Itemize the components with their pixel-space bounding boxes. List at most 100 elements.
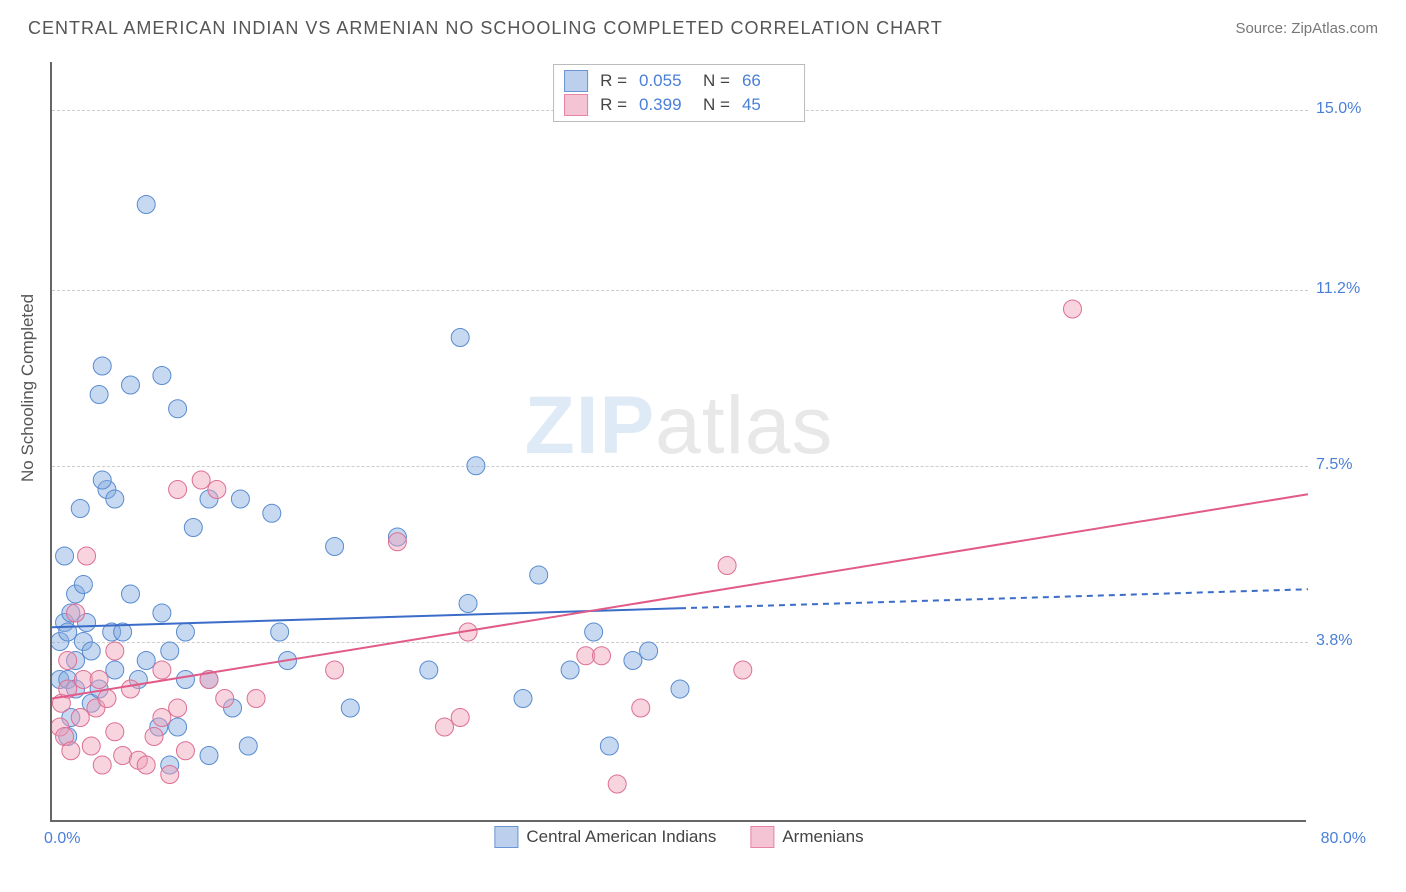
- y-tick-label: 15.0%: [1316, 100, 1361, 118]
- data-point: [106, 490, 124, 508]
- data-point: [326, 538, 344, 556]
- data-point: [184, 519, 202, 537]
- data-point: [161, 642, 179, 660]
- y-axis-title: No Schooling Completed: [18, 294, 38, 482]
- data-point: [593, 647, 611, 665]
- data-point: [718, 557, 736, 575]
- data-point: [145, 728, 163, 746]
- data-point: [208, 481, 226, 499]
- source-label: Source: ZipAtlas.com: [1235, 20, 1378, 37]
- data-point: [1064, 300, 1082, 318]
- legend-item-0: Central American Indians: [494, 826, 716, 848]
- data-point: [106, 723, 124, 741]
- y-tick-label: 3.8%: [1316, 632, 1352, 650]
- data-point: [78, 547, 96, 565]
- data-point: [82, 737, 100, 755]
- data-point: [451, 709, 469, 727]
- swatch-series-1: [564, 94, 588, 116]
- data-point: [153, 709, 171, 727]
- data-point: [239, 737, 257, 755]
- data-point: [608, 775, 626, 793]
- data-point: [169, 400, 187, 418]
- data-point: [585, 623, 603, 641]
- data-point: [451, 329, 469, 347]
- data-point: [632, 699, 650, 717]
- data-point: [74, 576, 92, 594]
- data-point: [62, 742, 80, 760]
- chart-title: CENTRAL AMERICAN INDIAN VS ARMENIAN NO S…: [28, 18, 943, 39]
- data-point: [436, 718, 454, 736]
- data-point: [93, 756, 111, 774]
- swatch-series-1: [750, 826, 774, 848]
- plot-box: 3.8%7.5%11.2%15.0% ZIPatlas R = 0.055 N …: [50, 62, 1306, 822]
- data-point: [671, 680, 689, 698]
- data-point: [106, 661, 124, 679]
- legend-stats: R = 0.055 N = 66 R = 0.399 N = 45: [553, 64, 805, 122]
- legend-N-label: N =: [703, 95, 730, 115]
- legend-series-label-1: Armenians: [782, 827, 863, 847]
- data-point: [82, 642, 100, 660]
- header: CENTRAL AMERICAN INDIAN VS ARMENIAN NO S…: [0, 0, 1406, 45]
- legend-N-label: N =: [703, 71, 730, 91]
- data-point: [153, 604, 171, 622]
- data-point: [271, 623, 289, 641]
- data-point: [231, 490, 249, 508]
- data-point: [67, 604, 85, 622]
- x-axis-start-label: 0.0%: [44, 830, 80, 848]
- swatch-series-0: [564, 70, 588, 92]
- data-point: [161, 766, 179, 784]
- data-point: [137, 756, 155, 774]
- data-point: [561, 661, 579, 679]
- y-tick-label: 7.5%: [1316, 456, 1352, 474]
- legend-R-label: R =: [600, 71, 627, 91]
- chart-area: 3.8%7.5%11.2%15.0% ZIPatlas R = 0.055 N …: [50, 62, 1370, 852]
- legend-stats-row-0: R = 0.055 N = 66: [564, 69, 794, 93]
- data-point: [192, 471, 210, 489]
- data-point: [200, 747, 218, 765]
- data-point: [90, 386, 108, 404]
- data-point: [326, 661, 344, 679]
- data-point: [122, 585, 140, 603]
- legend-series: Central American Indians Armenians: [494, 826, 863, 848]
- legend-item-1: Armenians: [750, 826, 863, 848]
- data-point: [176, 742, 194, 760]
- data-point: [247, 690, 265, 708]
- swatch-series-0: [494, 826, 518, 848]
- legend-stats-row-1: R = 0.399 N = 45: [564, 93, 794, 117]
- data-point: [114, 747, 132, 765]
- data-point: [169, 481, 187, 499]
- data-point: [176, 623, 194, 641]
- data-point: [216, 690, 234, 708]
- legend-series-label-0: Central American Indians: [526, 827, 716, 847]
- legend-R-label: R =: [600, 95, 627, 115]
- legend-N-value-0: 66: [742, 71, 794, 91]
- legend-N-value-1: 45: [742, 95, 794, 115]
- data-point: [459, 595, 477, 613]
- data-point: [388, 533, 406, 551]
- data-point: [530, 566, 548, 584]
- data-point: [467, 457, 485, 475]
- y-tick-label: 11.2%: [1316, 280, 1360, 298]
- chart-container: CENTRAL AMERICAN INDIAN VS ARMENIAN NO S…: [0, 0, 1406, 892]
- data-point: [734, 661, 752, 679]
- legend-R-value-0: 0.055: [639, 71, 691, 91]
- data-point: [600, 737, 618, 755]
- data-point: [169, 699, 187, 717]
- scatter-layer: [52, 62, 1308, 822]
- data-point: [137, 652, 155, 670]
- data-point: [71, 500, 89, 518]
- data-point: [640, 642, 658, 660]
- data-point: [106, 642, 124, 660]
- data-point: [263, 504, 281, 522]
- data-point: [93, 357, 111, 375]
- data-point: [176, 671, 194, 689]
- data-point: [153, 367, 171, 385]
- data-point: [341, 699, 359, 717]
- data-point: [137, 196, 155, 214]
- data-point: [90, 671, 108, 689]
- data-point: [420, 661, 438, 679]
- data-point: [93, 471, 111, 489]
- data-point: [169, 718, 187, 736]
- x-axis-end-label: 80.0%: [1321, 830, 1366, 848]
- data-point: [98, 690, 116, 708]
